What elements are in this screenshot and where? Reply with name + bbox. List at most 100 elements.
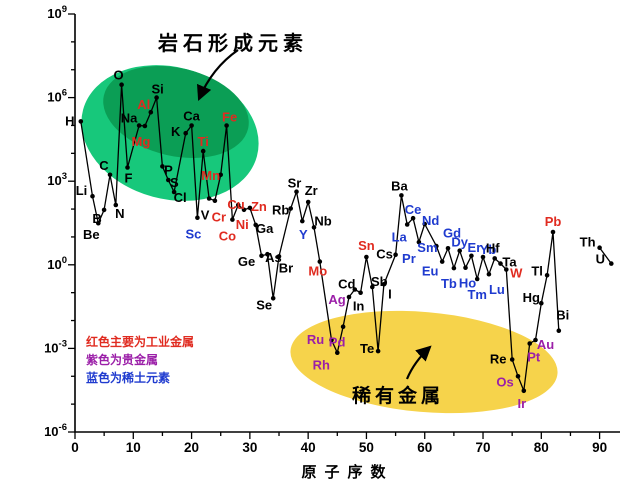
element-label-Si: Si: [151, 82, 163, 97]
data-point-Ba: [399, 193, 404, 198]
element-label-V: V: [201, 208, 210, 223]
data-point-Cs: [393, 252, 398, 257]
data-point-Y: [300, 218, 305, 224]
data-point-Pr: [416, 239, 422, 245]
element-label-Co: Co: [219, 229, 236, 244]
rock-forming-arrow: [197, 49, 239, 102]
element-label-P: P: [164, 162, 173, 177]
element-label-Rb: Rb: [272, 203, 289, 218]
x-tick-label: 90: [592, 440, 607, 455]
x-tick-label: 60: [417, 440, 432, 455]
x-tick-label: 30: [242, 440, 257, 455]
data-point-Ca: [189, 123, 194, 128]
element-label-Tl: Tl: [531, 263, 543, 278]
data-point-F: [125, 165, 130, 170]
element-label-Re: Re: [490, 352, 507, 367]
element-label-Ce: Ce: [405, 202, 422, 217]
legend-precious-metals: 紫色为贵金属: [86, 353, 159, 367]
data-point-H: [78, 119, 84, 124]
data-point-Ta: [498, 261, 503, 266]
data-point-Cu: [241, 207, 247, 213]
data-point-Si: [154, 95, 159, 100]
element-label-Pb: Pb: [545, 214, 562, 229]
data-point-Th: [597, 245, 602, 250]
data-point-Mo: [317, 259, 323, 264]
element-label-Li: Li: [76, 183, 88, 198]
element-label-Al: Al: [137, 97, 150, 112]
element-label-Ta: Ta: [502, 255, 517, 270]
element-label-Cl: Cl: [174, 190, 187, 205]
element-label-I: I: [388, 286, 392, 301]
region-rock-forming-inner: [103, 66, 249, 158]
element-label-Dy: Dy: [451, 235, 468, 250]
data-point-Al: [148, 109, 154, 115]
x-tick-label: 0: [71, 440, 79, 455]
element-label-Sm: Sm: [417, 240, 437, 255]
y-tick-label: 10-6: [44, 422, 67, 439]
data-point-In: [358, 290, 363, 296]
rare-metals-arrow: [405, 345, 432, 380]
data-point-Li: [90, 193, 95, 199]
data-point-Yb: [480, 254, 486, 260]
data-point-W: [504, 267, 509, 272]
region-rare-metals: [290, 310, 558, 414]
data-point-Ru: [329, 337, 334, 343]
data-point-Er: [469, 253, 474, 259]
element-label-N: N: [115, 206, 124, 221]
x-tick-label: 80: [534, 440, 549, 455]
rock-forming-elements-label: 岩石形成元素: [158, 33, 308, 55]
element-label-Ge: Ge: [238, 254, 255, 269]
data-point-V: [206, 196, 212, 201]
element-label-Zr: Zr: [305, 183, 318, 198]
data-point-Nb: [311, 225, 317, 230]
data-point-Na: [136, 123, 142, 128]
element-label-C: C: [99, 158, 109, 173]
element-label-Ba: Ba: [391, 178, 408, 193]
element-label-Rh: Rh: [313, 358, 330, 373]
element-label-Sn: Sn: [358, 238, 375, 253]
element-label-H: H: [65, 113, 74, 128]
element-label-Br: Br: [279, 260, 293, 275]
element-label-Eu: Eu: [422, 264, 439, 279]
x-tick-label: 10: [126, 440, 141, 455]
data-point-Tm: [474, 276, 480, 282]
element-label-Os: Os: [496, 374, 513, 389]
data-point-Zn: [247, 205, 253, 211]
element-label-O: O: [114, 68, 124, 83]
data-point-Mn: [218, 172, 223, 178]
data-point-Sc: [195, 215, 200, 220]
element-label-Sb: Sb: [371, 274, 388, 289]
data-point-Ag: [346, 294, 352, 300]
element-label-As: As: [265, 250, 282, 265]
abundance-line: [80, 84, 612, 392]
element-label-S: S: [170, 175, 179, 190]
data-point-Te: [375, 348, 381, 354]
element-label-Cr: Cr: [212, 210, 226, 225]
element-label-Er: Er: [468, 240, 482, 255]
data-point-P: [160, 164, 165, 169]
data-point-Re: [509, 357, 515, 362]
element-label-Cd: Cd: [338, 277, 355, 292]
element-label-Cs: Cs: [376, 247, 393, 262]
data-point-Bi: [556, 328, 562, 334]
data-point-Be: [96, 220, 101, 226]
data-point-As: [265, 251, 270, 257]
x-axis-title: 原子序数: [301, 464, 394, 481]
element-label-Mn: Mn: [201, 168, 220, 183]
element-label-Ir: Ir: [517, 396, 526, 411]
data-point-Dy: [457, 248, 463, 253]
data-point-Zr: [305, 199, 311, 205]
data-point-U: [609, 261, 614, 266]
element-label-Ru: Ru: [307, 332, 324, 347]
data-point-Ho: [463, 265, 468, 271]
data-point-Sm: [434, 243, 439, 249]
data-point-Se: [270, 296, 276, 301]
y-tick-label: 100: [47, 255, 67, 272]
element-label-In: In: [353, 299, 365, 314]
data-point-Hg: [539, 300, 544, 306]
element-label-Pd: Pd: [329, 335, 346, 350]
element-label-Yb: Yb: [480, 242, 497, 257]
data-point-Cd: [352, 287, 358, 292]
data-point-Rb: [288, 206, 294, 211]
rare-metals-label: 稀有金属: [352, 386, 445, 407]
